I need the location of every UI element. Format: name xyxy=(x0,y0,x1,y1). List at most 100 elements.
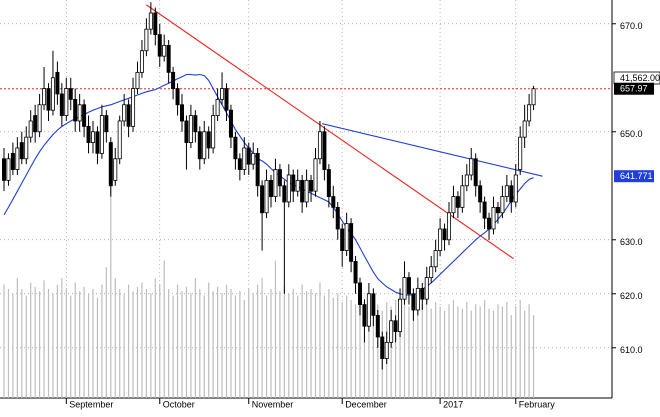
trendline xyxy=(322,123,543,177)
volume-bar xyxy=(350,299,352,398)
volume-bar xyxy=(239,291,241,398)
candle-body xyxy=(433,250,438,268)
candle-body xyxy=(313,158,318,192)
volume-bar xyxy=(110,180,112,398)
volume-bar xyxy=(252,293,254,398)
candle-body xyxy=(380,336,385,359)
candle-body xyxy=(509,185,514,203)
candle-body xyxy=(326,169,331,197)
candle-body xyxy=(371,293,376,316)
volume-bar xyxy=(323,295,325,398)
y-tick-label: 620.0 xyxy=(620,291,643,301)
candle-body xyxy=(513,174,518,203)
candle-body xyxy=(117,120,122,160)
candle-body xyxy=(442,228,447,241)
candle-body xyxy=(46,88,51,111)
volume-bar xyxy=(390,306,392,398)
candle-body xyxy=(424,277,429,300)
volume-bar xyxy=(101,284,103,398)
volume-bar xyxy=(475,304,477,398)
candle-body xyxy=(15,147,20,170)
volume-bar xyxy=(408,306,410,398)
candle-body xyxy=(255,152,260,187)
candle-body xyxy=(33,115,38,133)
candle-body xyxy=(37,104,42,133)
x-tick-label: October xyxy=(163,399,195,409)
volume-bar xyxy=(515,306,517,398)
volume-bar xyxy=(203,295,205,398)
y-tick-label: 650.0 xyxy=(620,129,643,139)
volume-bar xyxy=(524,310,526,398)
volume-bar xyxy=(159,284,161,398)
volume-bar xyxy=(346,295,348,398)
candle-body xyxy=(464,174,469,187)
candle-body xyxy=(366,293,371,327)
volume-bar xyxy=(225,284,228,398)
volume-bar xyxy=(123,293,125,398)
volume-bar xyxy=(176,284,179,398)
candle-body xyxy=(82,104,87,127)
volume-bar xyxy=(119,289,121,398)
volume-bar xyxy=(497,304,499,398)
y-tick-label: 610.0 xyxy=(620,345,643,355)
candle-body xyxy=(68,88,73,100)
volume-bar xyxy=(25,295,27,398)
volume-bar xyxy=(403,304,406,398)
candle-body xyxy=(402,277,407,300)
candle-body xyxy=(322,131,327,170)
candle-body xyxy=(10,152,15,170)
volume-bar xyxy=(501,306,503,398)
candle-body xyxy=(144,28,149,52)
volume-bar xyxy=(484,299,486,398)
volume-bar xyxy=(466,302,468,398)
volume-bar xyxy=(56,284,58,398)
volume-bar xyxy=(306,291,308,398)
candle-body xyxy=(108,142,113,187)
candle-body xyxy=(357,282,362,305)
candle-body xyxy=(166,44,171,73)
candle-body xyxy=(446,212,451,241)
volume-bar xyxy=(274,260,277,398)
candle-body xyxy=(460,185,465,208)
volume-bar xyxy=(328,289,330,398)
candle-body xyxy=(429,266,434,278)
candle-body xyxy=(295,179,300,192)
candle-body xyxy=(224,88,229,111)
volume-bar xyxy=(297,295,299,398)
candle-body xyxy=(438,228,443,251)
volume-bar xyxy=(96,297,99,398)
candle-body xyxy=(531,88,536,106)
volume-bar xyxy=(421,304,423,398)
volume-bar xyxy=(395,299,397,398)
volume-bar xyxy=(105,267,107,398)
x-tick-label: 2017 xyxy=(443,399,463,409)
candle-body xyxy=(42,88,47,106)
volume-bar xyxy=(261,278,263,398)
candle-body xyxy=(193,115,198,133)
candle-body xyxy=(95,131,100,154)
volume-bar xyxy=(3,284,5,398)
candle-body xyxy=(179,104,184,122)
volume-bar xyxy=(132,291,134,398)
candle-body xyxy=(362,304,367,327)
volume-bar xyxy=(12,293,14,398)
candle-body xyxy=(353,260,358,284)
candle-body xyxy=(309,179,314,192)
candle-body xyxy=(304,179,309,203)
candle-body xyxy=(455,196,460,208)
volume-bar xyxy=(208,282,210,398)
volume-bar xyxy=(310,289,312,398)
volume-bar xyxy=(87,293,90,398)
candle-body xyxy=(122,104,127,122)
volume-bar xyxy=(341,302,343,398)
candle-body xyxy=(495,206,500,214)
volume-bar xyxy=(114,278,116,398)
candle-body xyxy=(500,196,505,214)
candle-body xyxy=(59,93,64,116)
volume-bar xyxy=(439,306,441,398)
candle-body xyxy=(415,287,420,311)
volume-bar xyxy=(221,293,223,398)
volume-bar xyxy=(363,302,366,398)
volume-bar xyxy=(412,302,414,398)
candle-body xyxy=(184,120,189,143)
